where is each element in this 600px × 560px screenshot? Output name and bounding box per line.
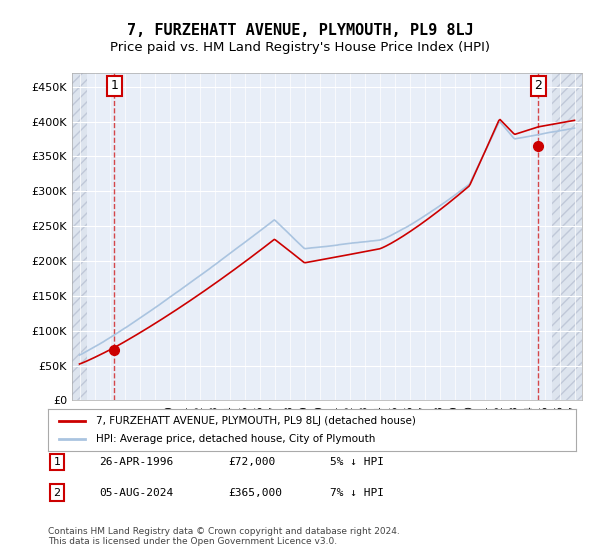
Text: HPI: Average price, detached house, City of Plymouth: HPI: Average price, detached house, City… bbox=[95, 434, 375, 444]
Text: Price paid vs. HM Land Registry's House Price Index (HPI): Price paid vs. HM Land Registry's House … bbox=[110, 41, 490, 54]
Text: 7% ↓ HPI: 7% ↓ HPI bbox=[330, 488, 384, 498]
Text: Contains HM Land Registry data © Crown copyright and database right 2024.
This d: Contains HM Land Registry data © Crown c… bbox=[48, 526, 400, 546]
Text: 1: 1 bbox=[110, 80, 118, 92]
Text: £365,000: £365,000 bbox=[228, 488, 282, 498]
Text: 7, FURZEHATT AVENUE, PLYMOUTH, PL9 8LJ (detached house): 7, FURZEHATT AVENUE, PLYMOUTH, PL9 8LJ (… bbox=[95, 416, 415, 426]
Text: 26-APR-1996: 26-APR-1996 bbox=[99, 457, 173, 467]
Text: 5% ↓ HPI: 5% ↓ HPI bbox=[330, 457, 384, 467]
Text: 7, FURZEHATT AVENUE, PLYMOUTH, PL9 8LJ: 7, FURZEHATT AVENUE, PLYMOUTH, PL9 8LJ bbox=[127, 24, 473, 38]
Text: 05-AUG-2024: 05-AUG-2024 bbox=[99, 488, 173, 498]
Text: 2: 2 bbox=[535, 80, 542, 92]
Text: £72,000: £72,000 bbox=[228, 457, 275, 467]
Bar bbox=[72, 73, 87, 400]
Text: 1: 1 bbox=[53, 457, 61, 467]
Text: 2: 2 bbox=[53, 488, 61, 498]
Bar bbox=[552, 73, 582, 400]
